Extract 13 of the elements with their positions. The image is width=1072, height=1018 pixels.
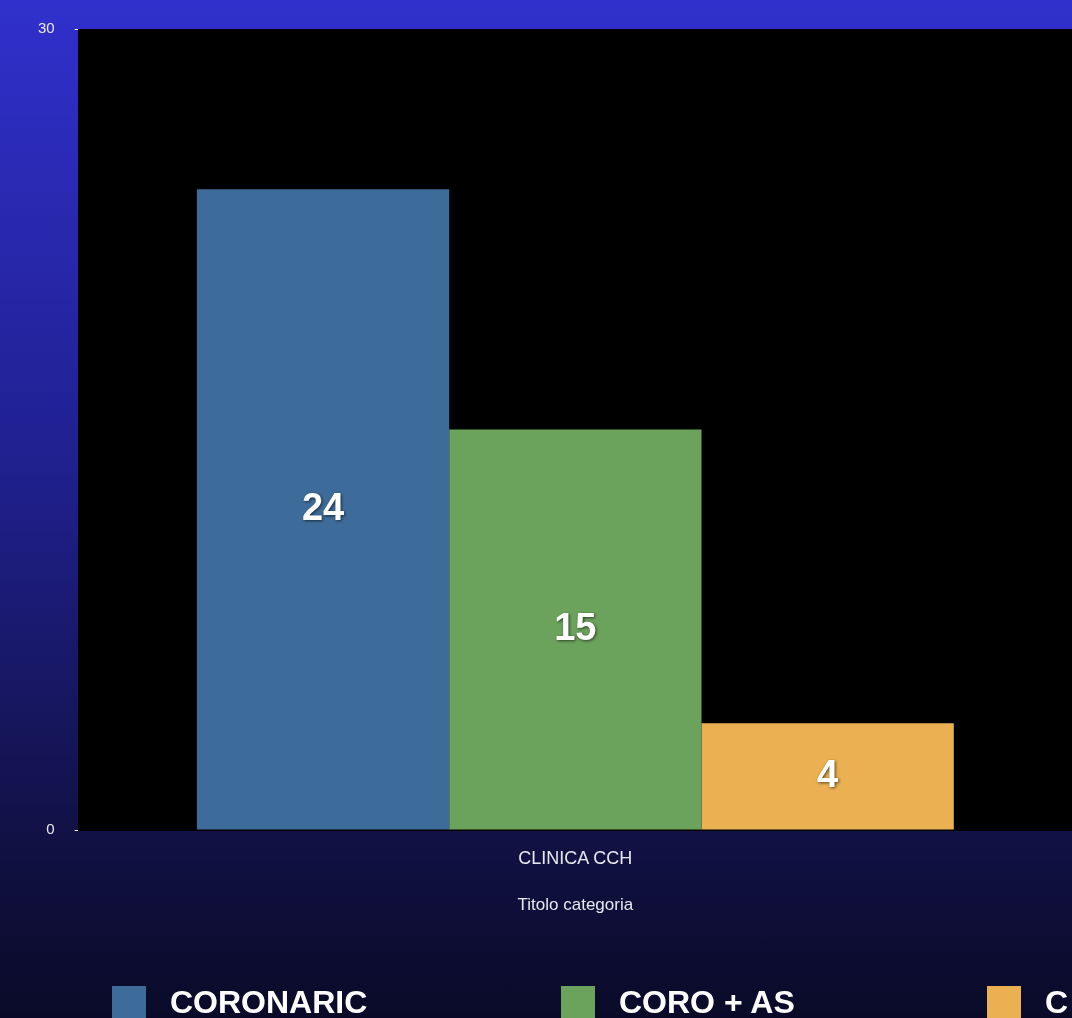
x-tick-label: CLINICA CCH bbox=[518, 847, 633, 868]
data-label: 24 bbox=[301, 485, 345, 528]
legend-label: CORONARIC bbox=[170, 984, 368, 1018]
bar bbox=[196, 189, 450, 830]
data-label: 15 bbox=[554, 605, 597, 648]
legend-label: C bbox=[1045, 984, 1069, 1018]
y-tick-label: 30 bbox=[38, 19, 55, 37]
data-label: 4 bbox=[817, 752, 839, 795]
bar bbox=[449, 429, 702, 830]
x-axis-title: Titolo categoria bbox=[517, 895, 634, 915]
legend-label: CORO + AS bbox=[619, 984, 795, 1018]
bar bbox=[701, 723, 954, 830]
y-tick-label: 0 bbox=[46, 820, 55, 838]
